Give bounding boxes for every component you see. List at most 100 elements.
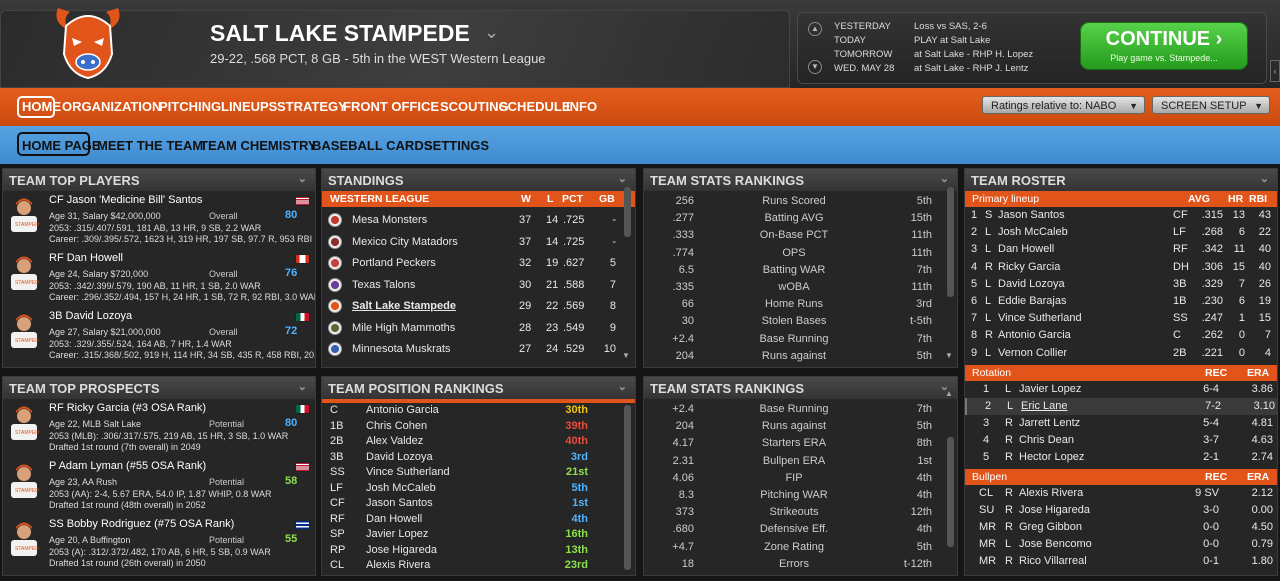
player-card[interactable]: STAMPEDE CF Jason 'Medicine Bill' Santos A… <box>3 191 315 249</box>
team-name[interactable]: SALT LAKE STAMPEDE <box>210 20 470 46</box>
rotation-row[interactable]: 1 L Javier Lopez 6-4 3.86 <box>965 381 1277 398</box>
scrollbar[interactable] <box>624 405 631 570</box>
bullpen-row[interactable]: MR L Jose Bencomo 0-0 0.79 <box>965 536 1277 553</box>
schedule-row: YESTERDAY Loss vs SAS, 2-6 <box>834 21 987 32</box>
standings-row[interactable]: Salt Lake Stampede 29 22 .569 8 <box>322 296 635 318</box>
player-name[interactable]: CF Jason 'Medicine Bill' Santos <box>49 194 203 206</box>
player-card[interactable]: STAMPEDE RF Ricky Garcia (#3 OSA Rank) Age… <box>3 399 315 457</box>
position-row[interactable]: RP Jose Higareda 13th <box>322 543 635 559</box>
player-name[interactable]: SS Bobby Rodriguez (#75 OSA Rank) <box>49 518 235 530</box>
lineup-row[interactable]: 4 R Ricky Garcia DH .306 15 40 <box>965 259 1277 276</box>
standings-row[interactable]: Minnesota Muskrats 27 24 .529 10 <box>322 339 635 361</box>
stat-row: 204 Runs against 5th <box>644 348 957 365</box>
rotation-row[interactable]: 3 R Jarrett Lentz 5-4 4.81 <box>965 415 1277 432</box>
tab-strategy[interactable]: STRATEGY <box>277 99 347 114</box>
standings-row[interactable]: Portland Peckers 32 19 .627 5 <box>322 253 635 275</box>
player-name[interactable]: P Adam Lyman (#55 OSA Rank) <box>49 460 207 472</box>
scroll-down-icon[interactable]: ▼ <box>945 351 953 360</box>
tab-lineups[interactable]: LINEUPS <box>221 99 278 114</box>
player-name: Hector Lopez <box>1019 451 1085 464</box>
player-name[interactable]: RF Dan Howell <box>49 252 123 264</box>
chevron-down-icon[interactable]: ⌄ <box>297 173 307 185</box>
stat-value: .277 <box>672 212 694 225</box>
subtab-baseball-cards[interactable]: BASEBALL CARDS <box>312 138 433 153</box>
lineup-row[interactable]: 5 L David Lozoya 3B .329 7 26 <box>965 276 1277 293</box>
tab-pitching[interactable]: PITCHING <box>159 99 222 114</box>
chevron-down-icon[interactable]: ⌄ <box>617 381 627 393</box>
player-card[interactable]: STAMPEDE SS Bobby Rodriguez (#75 OSA Rank… <box>3 515 315 573</box>
position-row[interactable]: 1B Chris Cohen 39th <box>322 419 635 435</box>
hr: 0 <box>1238 329 1245 342</box>
lineup-row[interactable]: 1 S Jason Santos CF .315 13 43 <box>965 207 1277 224</box>
subtab-home-page[interactable]: HOME PAGE <box>22 138 101 153</box>
screen-setup-dropdown[interactable]: SCREEN SETUP ▼ <box>1152 96 1270 114</box>
lineup-row[interactable]: 3 L Dan Howell RF .342 11 40 <box>965 241 1277 258</box>
lineup-row[interactable]: 7 L Vince Sutherland SS .247 1 15 <box>965 310 1277 327</box>
bullpen-row[interactable]: CL R Alexis Rivera 9 SV 2.12 <box>965 485 1277 502</box>
player-name: Javier Lopez <box>1019 382 1082 395</box>
lineup-row[interactable]: 6 L Eddie Barajas 1B .230 6 19 <box>965 293 1277 310</box>
tab-front-office[interactable]: FRONT OFFICE <box>343 99 440 114</box>
chevron-left-icon[interactable]: ‹ <box>1270 60 1280 82</box>
scroll-up-icon[interactable]: ▲ <box>945 389 953 398</box>
rotation-row[interactable]: 4 R Chris Dean 3-7 4.63 <box>965 432 1277 449</box>
subtab-team-chemistry[interactable]: TEAM CHEMISTRY <box>200 138 317 153</box>
ratings-relative-dropdown[interactable]: Ratings relative to: NABO ▼ <box>982 96 1145 114</box>
tab-info[interactable]: INFO <box>566 99 598 114</box>
scrollbar[interactable] <box>947 437 954 547</box>
chevron-down-icon[interactable]: ⌄ <box>1259 173 1269 185</box>
position: 1B <box>1173 294 1187 307</box>
lineup-row[interactable]: 9 L Vernon Collier 2B .221 0 4 <box>965 345 1277 362</box>
player-card[interactable]: STAMPEDE 3B David Lozoya Age 27, Salary $2… <box>3 307 315 365</box>
position-row[interactable]: C Antonio Garcia 30th <box>322 403 635 419</box>
position-row[interactable]: RF Dan Howell 4th <box>322 512 635 528</box>
standings-row[interactable]: Mesa Monsters 37 14 .725 - <box>322 210 635 232</box>
stat-value: 6.5 <box>678 263 694 276</box>
position-row[interactable]: 2B Alex Valdez 40th <box>322 434 635 450</box>
schedule-row: TOMORROW at Salt Lake - RHP H. Lopez <box>834 49 1034 60</box>
chevron-down-icon[interactable]: ⌄ <box>297 381 307 393</box>
lineup-row[interactable]: 8 R Antonio Garcia C .262 0 7 <box>965 327 1277 344</box>
chevron-down-icon[interactable]: ⌄ <box>617 173 627 185</box>
position-row[interactable]: 3B David Lozoya 3rd <box>322 450 635 466</box>
position-row[interactable]: SS Vince Sutherland 21st <box>322 465 635 481</box>
player-name[interactable]: 3B David Lozoya <box>49 310 133 322</box>
scrollbar[interactable] <box>624 187 631 237</box>
lineup-row[interactable]: 2 L Josh McCaleb LF .268 6 22 <box>965 224 1277 241</box>
player-card[interactable]: STAMPEDE RF Dan Howell Age 24, Salary $720… <box>3 249 315 307</box>
standings-row[interactable]: Mile High Mammoths 28 23 .549 9 <box>322 318 635 340</box>
schedule-up-arrow-icon[interactable]: ▲ <box>808 22 822 36</box>
avg: .342 <box>1201 243 1223 256</box>
tab-schedule[interactable]: SCHEDULE <box>499 99 571 114</box>
scrollbar[interactable] <box>947 187 954 297</box>
player-name[interactable]: RF Ricky Garcia (#3 OSA Rank) <box>49 402 207 414</box>
position-row[interactable]: SP Javier Lopez 16th <box>322 527 635 543</box>
stat-name: Runs against <box>761 349 827 362</box>
position-row[interactable]: LF Josh McCaleb 5th <box>322 481 635 497</box>
player-name: Antonio Garcia <box>998 329 1071 342</box>
standings-row[interactable]: Mexico City Matadors 37 14 .725 - <box>322 232 635 254</box>
scroll-down-icon[interactable]: ▼ <box>622 351 630 360</box>
chevron-down-icon[interactable]: ⌄ <box>939 381 949 393</box>
subtab-meet-the-team[interactable]: MEET THE TEAM <box>97 138 204 153</box>
continue-button[interactable]: CONTINUE › Play game vs. Stampede... <box>1080 22 1248 70</box>
position-row[interactable]: CL Alexis Rivera 23rd <box>322 558 635 574</box>
record: 9 SV <box>1195 486 1219 499</box>
rotation-row[interactable]: 5 R Hector Lopez 2-1 2.74 <box>965 449 1277 466</box>
bullpen-row[interactable]: SU R Jose Higareda 3-0 0.00 <box>965 502 1277 519</box>
position-row[interactable]: CF Jason Santos 1st <box>322 496 635 512</box>
player-photo: STAMPEDE <box>9 252 43 290</box>
tab-scouting[interactable]: SCOUTING <box>440 99 509 114</box>
pct: .725 <box>563 214 585 226</box>
tab-home[interactable]: HOME <box>22 99 61 114</box>
tab-organization[interactable]: ORGANIZATION <box>62 99 162 114</box>
bullpen-row[interactable]: MR R Greg Gibbon 0-0 4.50 <box>965 519 1277 536</box>
chevron-down-icon[interactable]: ⌄ <box>939 173 949 185</box>
bullpen-row[interactable]: MR R Rico Villarreal 0-1 1.80 <box>965 553 1277 570</box>
schedule-down-arrow-icon[interactable]: ▼ <box>808 60 822 74</box>
player-card[interactable]: STAMPEDE P Adam Lyman (#55 OSA Rank) Age 2… <box>3 457 315 515</box>
team-dropdown-chevron-icon[interactable]: ⌄ <box>484 22 500 42</box>
standings-row[interactable]: Texas Talons 30 21 .588 7 <box>322 275 635 297</box>
subtab-settings[interactable]: SETTINGS <box>424 138 490 153</box>
rotation-row[interactable]: 2 L Eric Lane 7-2 3.10 <box>965 397 1277 416</box>
